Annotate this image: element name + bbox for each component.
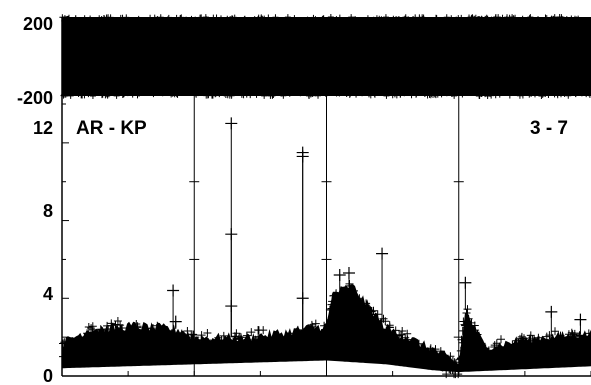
- outlier-point-0: [167, 284, 180, 297]
- upper-band-markers: [59, 14, 591, 99]
- outlier-point-4: [225, 300, 238, 313]
- outlier-point-7: [296, 292, 309, 305]
- lower-tick-label-0: 0: [43, 366, 53, 385]
- upper-panel: [59, 14, 591, 99]
- upper-tick-label-neg200: -200: [17, 88, 53, 108]
- baseline-band: [62, 284, 591, 373]
- upper-tick-label-200: 200: [23, 14, 53, 34]
- outlier-point-11: [459, 276, 472, 289]
- panel-title-left: AR - KP: [76, 118, 147, 139]
- lower-tick-label-12: 12: [33, 118, 53, 138]
- outlier-point-6: [296, 150, 309, 163]
- outlier-point-8: [376, 247, 389, 260]
- lower-tick-label-4: 4: [43, 284, 53, 304]
- outlier-point-12: [545, 305, 558, 318]
- lower-panel: [59, 96, 591, 379]
- upper-band: [62, 17, 591, 96]
- outlier-point-1: [169, 315, 182, 328]
- outlier-point-9: [333, 268, 346, 281]
- outlier-point-3: [225, 228, 238, 241]
- outlier-point-2: [225, 117, 238, 130]
- outlier-point-10: [342, 267, 355, 280]
- lower-tick-label-8: 8: [43, 201, 53, 221]
- baseline-markers: [59, 279, 591, 379]
- panel-title-right: 3 - 7: [530, 118, 568, 139]
- outlier-point-13: [574, 313, 587, 326]
